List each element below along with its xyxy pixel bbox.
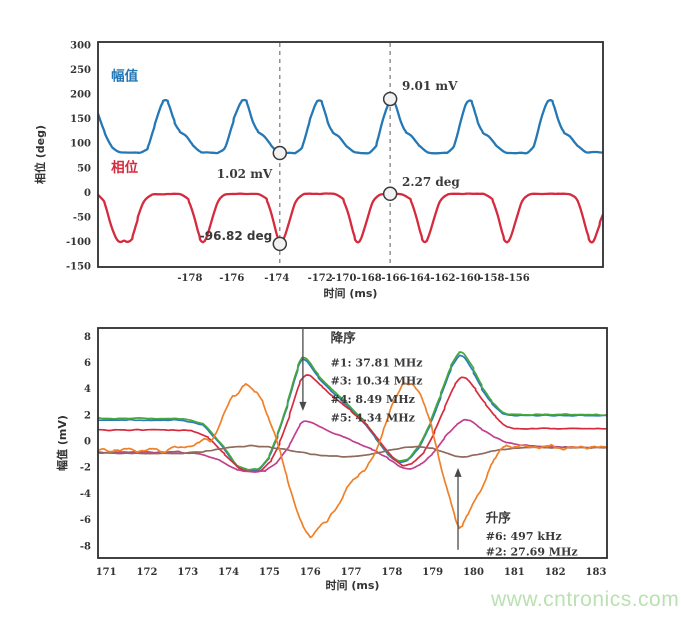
y-tick-label: 300 (70, 40, 91, 51)
data-point-marker (272, 145, 288, 161)
y-tick-label: 150 (70, 114, 91, 125)
y-tick-label: -6 (80, 515, 91, 526)
y-tick-label: -8 (80, 541, 91, 552)
series-line-0 (98, 98, 603, 155)
x-tick-label: -178 (177, 273, 202, 284)
annotation-text: 1.02 mV (217, 167, 273, 181)
y-tick-label: -2 (80, 463, 91, 474)
x-tick-label: -164 (406, 273, 431, 284)
annotation-text: 升序 (486, 510, 512, 525)
y-tick-label: 0 (84, 188, 91, 199)
series-line-1 (98, 192, 603, 244)
x-tick-label: 172 (137, 567, 158, 578)
y-tick-label: -100 (66, 237, 91, 248)
watermark-text: www.cntronics.com (491, 588, 680, 611)
annotation-arrowhead (454, 467, 462, 477)
annotation-text: 9.01 mV (402, 79, 458, 93)
x-axis-label: 时间 (ms) (324, 286, 378, 300)
x-tick-label: -172 (308, 273, 333, 284)
series-group (98, 351, 607, 539)
data-point-marker (382, 91, 398, 107)
x-tick-label: 178 (381, 567, 402, 578)
y-tick-label: 8 (84, 332, 91, 343)
annotation-text: #6: 497 kHz (486, 530, 562, 543)
y-tick-label: 6 (84, 358, 91, 369)
series-line-1 (98, 351, 607, 471)
x-tick-label: 175 (259, 567, 280, 578)
x-tick-label: -170 (331, 273, 356, 284)
x-tick-label: -174 (264, 273, 289, 284)
legend-label: 相位 (111, 159, 138, 176)
x-tick-label: 180 (463, 567, 484, 578)
y-tick-label: -50 (73, 212, 91, 223)
plot-border (97, 41, 604, 268)
y-tick-label: -150 (66, 262, 91, 273)
annotation-text: -96.82 deg (200, 229, 272, 243)
x-tick-label: 181 (504, 567, 525, 578)
x-tick-label: 183 (586, 567, 607, 578)
y-tick-label: 100 (70, 139, 91, 150)
multi-frequency-chart: 8 6 4 2 0 -2 -4 -6 -8 171 172 173 174 175 176 177 178 179… (55, 327, 608, 592)
y-axis-label: 幅值 (mV) (55, 415, 69, 471)
x-tick-label: 177 (341, 567, 362, 578)
annotation-text: #4: 8.49 MHz (331, 393, 415, 406)
x-tick-label: 179 (422, 567, 443, 578)
y-tick-label: 0 (84, 437, 91, 448)
y-tick-label: 50 (77, 163, 91, 174)
y-tick-label: 200 (70, 90, 91, 101)
x-axis-label: 时间 (ms) (326, 578, 380, 592)
annotation-text: #2: 27.69 MHz (486, 546, 578, 559)
x-tick-label: 173 (177, 567, 198, 578)
x-tick-label: 176 (300, 567, 321, 578)
data-point-marker (272, 236, 288, 252)
amplitude-phase-chart: 300 250 200 150 100 50 0 -50 -100 -150 -178 -176 -17… (33, 40, 604, 300)
series-line-0 (98, 354, 607, 472)
x-tick-label: -158 (479, 273, 504, 284)
legend-label: 幅值 (111, 67, 138, 84)
y-tick-label: 4 (84, 384, 91, 395)
x-tick-label: -166 (381, 273, 406, 284)
x-tick-label: -162 (430, 273, 455, 284)
series-line-2 (98, 374, 607, 473)
annotation-text: #1: 37.81 MHz (331, 356, 423, 369)
series-group (98, 98, 603, 244)
y-axis-label: 相位 (deg) (33, 125, 47, 184)
x-tick-label: 182 (545, 567, 566, 578)
y-tick-label: 250 (70, 65, 91, 76)
x-tick-label: -156 (505, 273, 530, 284)
x-tick-label: -176 (219, 273, 244, 284)
x-tick-label: -168 (357, 273, 382, 284)
series-line-5 (98, 382, 607, 539)
annotation-text: 降序 (331, 330, 357, 345)
x-tick-label: 171 (96, 567, 117, 578)
y-tick-label: 2 (84, 410, 91, 421)
annotation-text: #3: 10.34 MHz (331, 375, 423, 388)
x-tick-label: -160 (456, 273, 481, 284)
annotation-text: #5: 4.34 MHz (331, 411, 415, 424)
annotation-text: 2.27 deg (402, 175, 460, 189)
y-tick-label: -4 (80, 489, 91, 500)
annotation-arrowhead (299, 401, 307, 411)
series-line-4 (98, 444, 607, 458)
data-point-marker (382, 186, 398, 202)
x-tick-label: 174 (218, 567, 239, 578)
plot-border (97, 327, 608, 559)
